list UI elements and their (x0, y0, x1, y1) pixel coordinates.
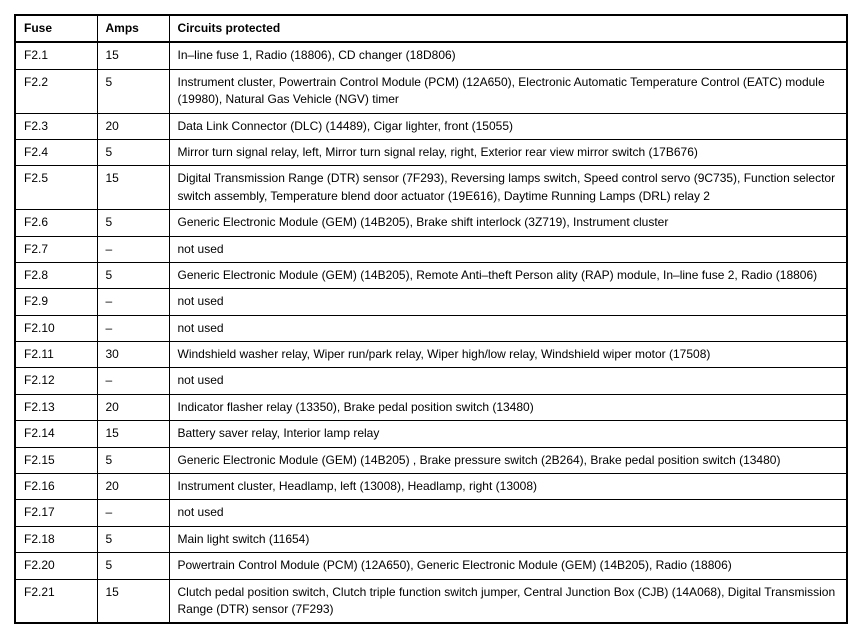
table-row: F2.205Powertrain Control Module (PCM) (1… (15, 553, 847, 579)
cell-amps: 5 (97, 139, 169, 165)
cell-amps: 5 (97, 526, 169, 552)
table-row: F2.2115Clutch pedal position switch, Clu… (15, 579, 847, 623)
cell-fuse: F2.8 (15, 262, 97, 288)
table-row: F2.1620Instrument cluster, Headlamp, lef… (15, 474, 847, 500)
cell-amps: 20 (97, 394, 169, 420)
cell-circuits: not used (169, 236, 847, 262)
col-header-circuits: Circuits protected (169, 15, 847, 42)
cell-fuse: F2.1 (15, 42, 97, 69)
table-row: F2.155Generic Electronic Module (GEM) (1… (15, 447, 847, 473)
cell-fuse: F2.18 (15, 526, 97, 552)
cell-circuits: Powertrain Control Module (PCM) (12A650)… (169, 553, 847, 579)
header-row: Fuse Amps Circuits protected (15, 15, 847, 42)
cell-fuse: F2.2 (15, 69, 97, 113)
cell-circuits: Battery saver relay, Interior lamp relay (169, 421, 847, 447)
cell-fuse: F2.10 (15, 315, 97, 341)
cell-amps: 5 (97, 210, 169, 236)
cell-fuse: F2.9 (15, 289, 97, 315)
cell-amps: 5 (97, 553, 169, 579)
table-row: F2.1320Indicator flasher relay (13350), … (15, 394, 847, 420)
cell-circuits: not used (169, 289, 847, 315)
cell-fuse: F2.20 (15, 553, 97, 579)
table-row: F2.515Digital Transmission Range (DTR) s… (15, 166, 847, 210)
fuse-table: Fuse Amps Circuits protected F2.115In–li… (14, 14, 848, 624)
cell-circuits: Instrument cluster, Headlamp, left (1300… (169, 474, 847, 500)
cell-amps: 15 (97, 166, 169, 210)
cell-amps: – (97, 236, 169, 262)
cell-amps: 15 (97, 42, 169, 69)
cell-amps: 5 (97, 262, 169, 288)
cell-circuits: In–line fuse 1, Radio (18806), CD change… (169, 42, 847, 69)
cell-fuse: F2.21 (15, 579, 97, 623)
cell-fuse: F2.13 (15, 394, 97, 420)
table-row: F2.65Generic Electronic Module (GEM) (14… (15, 210, 847, 236)
table-row: F2.10–not used (15, 315, 847, 341)
cell-fuse: F2.3 (15, 113, 97, 139)
cell-amps: 30 (97, 342, 169, 368)
cell-circuits: Digital Transmission Range (DTR) sensor … (169, 166, 847, 210)
table-row: F2.185Main light switch (11654) (15, 526, 847, 552)
cell-circuits: Generic Electronic Module (GEM) (14B205)… (169, 262, 847, 288)
table-row: F2.17–not used (15, 500, 847, 526)
table-row: F2.25Instrument cluster, Powertrain Cont… (15, 69, 847, 113)
cell-circuits: not used (169, 500, 847, 526)
table-row: F2.9–not used (15, 289, 847, 315)
cell-amps: 15 (97, 421, 169, 447)
cell-fuse: F2.14 (15, 421, 97, 447)
table-row: F2.7–not used (15, 236, 847, 262)
cell-circuits: Generic Electronic Module (GEM) (14B205)… (169, 210, 847, 236)
cell-fuse: F2.15 (15, 447, 97, 473)
cell-circuits: Main light switch (11654) (169, 526, 847, 552)
cell-circuits: not used (169, 315, 847, 341)
cell-amps: 5 (97, 69, 169, 113)
cell-fuse: F2.11 (15, 342, 97, 368)
cell-amps: 5 (97, 447, 169, 473)
cell-circuits: Instrument cluster, Powertrain Control M… (169, 69, 847, 113)
cell-amps: – (97, 500, 169, 526)
cell-circuits: Indicator flasher relay (13350), Brake p… (169, 394, 847, 420)
cell-circuits: Clutch pedal position switch, Clutch tri… (169, 579, 847, 623)
cell-circuits: Windshield washer relay, Wiper run/park … (169, 342, 847, 368)
cell-amps: 15 (97, 579, 169, 623)
col-header-fuse: Fuse (15, 15, 97, 42)
cell-fuse: F2.4 (15, 139, 97, 165)
col-header-amps: Amps (97, 15, 169, 42)
cell-amps: 20 (97, 113, 169, 139)
cell-amps: – (97, 289, 169, 315)
cell-circuits: Mirror turn signal relay, left, Mirror t… (169, 139, 847, 165)
table-row: F2.115In–line fuse 1, Radio (18806), CD … (15, 42, 847, 69)
cell-fuse: F2.7 (15, 236, 97, 262)
cell-fuse: F2.5 (15, 166, 97, 210)
table-row: F2.12–not used (15, 368, 847, 394)
cell-amps: – (97, 315, 169, 341)
cell-amps: – (97, 368, 169, 394)
table-row: F2.85Generic Electronic Module (GEM) (14… (15, 262, 847, 288)
cell-fuse: F2.6 (15, 210, 97, 236)
cell-fuse: F2.16 (15, 474, 97, 500)
cell-circuits: not used (169, 368, 847, 394)
table-row: F2.45Mirror turn signal relay, left, Mir… (15, 139, 847, 165)
cell-fuse: F2.17 (15, 500, 97, 526)
table-row: F2.1130Windshield washer relay, Wiper ru… (15, 342, 847, 368)
table-row: F2.320Data Link Connector (DLC) (14489),… (15, 113, 847, 139)
cell-circuits: Generic Electronic Module (GEM) (14B205)… (169, 447, 847, 473)
cell-circuits: Data Link Connector (DLC) (14489), Cigar… (169, 113, 847, 139)
cell-fuse: F2.12 (15, 368, 97, 394)
table-row: F2.1415Battery saver relay, Interior lam… (15, 421, 847, 447)
cell-amps: 20 (97, 474, 169, 500)
